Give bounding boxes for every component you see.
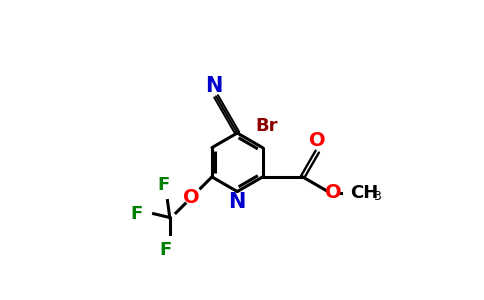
Text: 3: 3: [373, 190, 381, 203]
Text: Br: Br: [255, 117, 278, 135]
Text: O: O: [325, 183, 342, 202]
Text: F: F: [157, 176, 170, 194]
Text: O: O: [309, 131, 326, 150]
Text: CH: CH: [350, 184, 378, 202]
Text: O: O: [183, 188, 199, 207]
Text: F: F: [131, 205, 143, 223]
Text: N: N: [205, 76, 223, 96]
Text: N: N: [228, 192, 246, 212]
Text: F: F: [160, 241, 172, 259]
